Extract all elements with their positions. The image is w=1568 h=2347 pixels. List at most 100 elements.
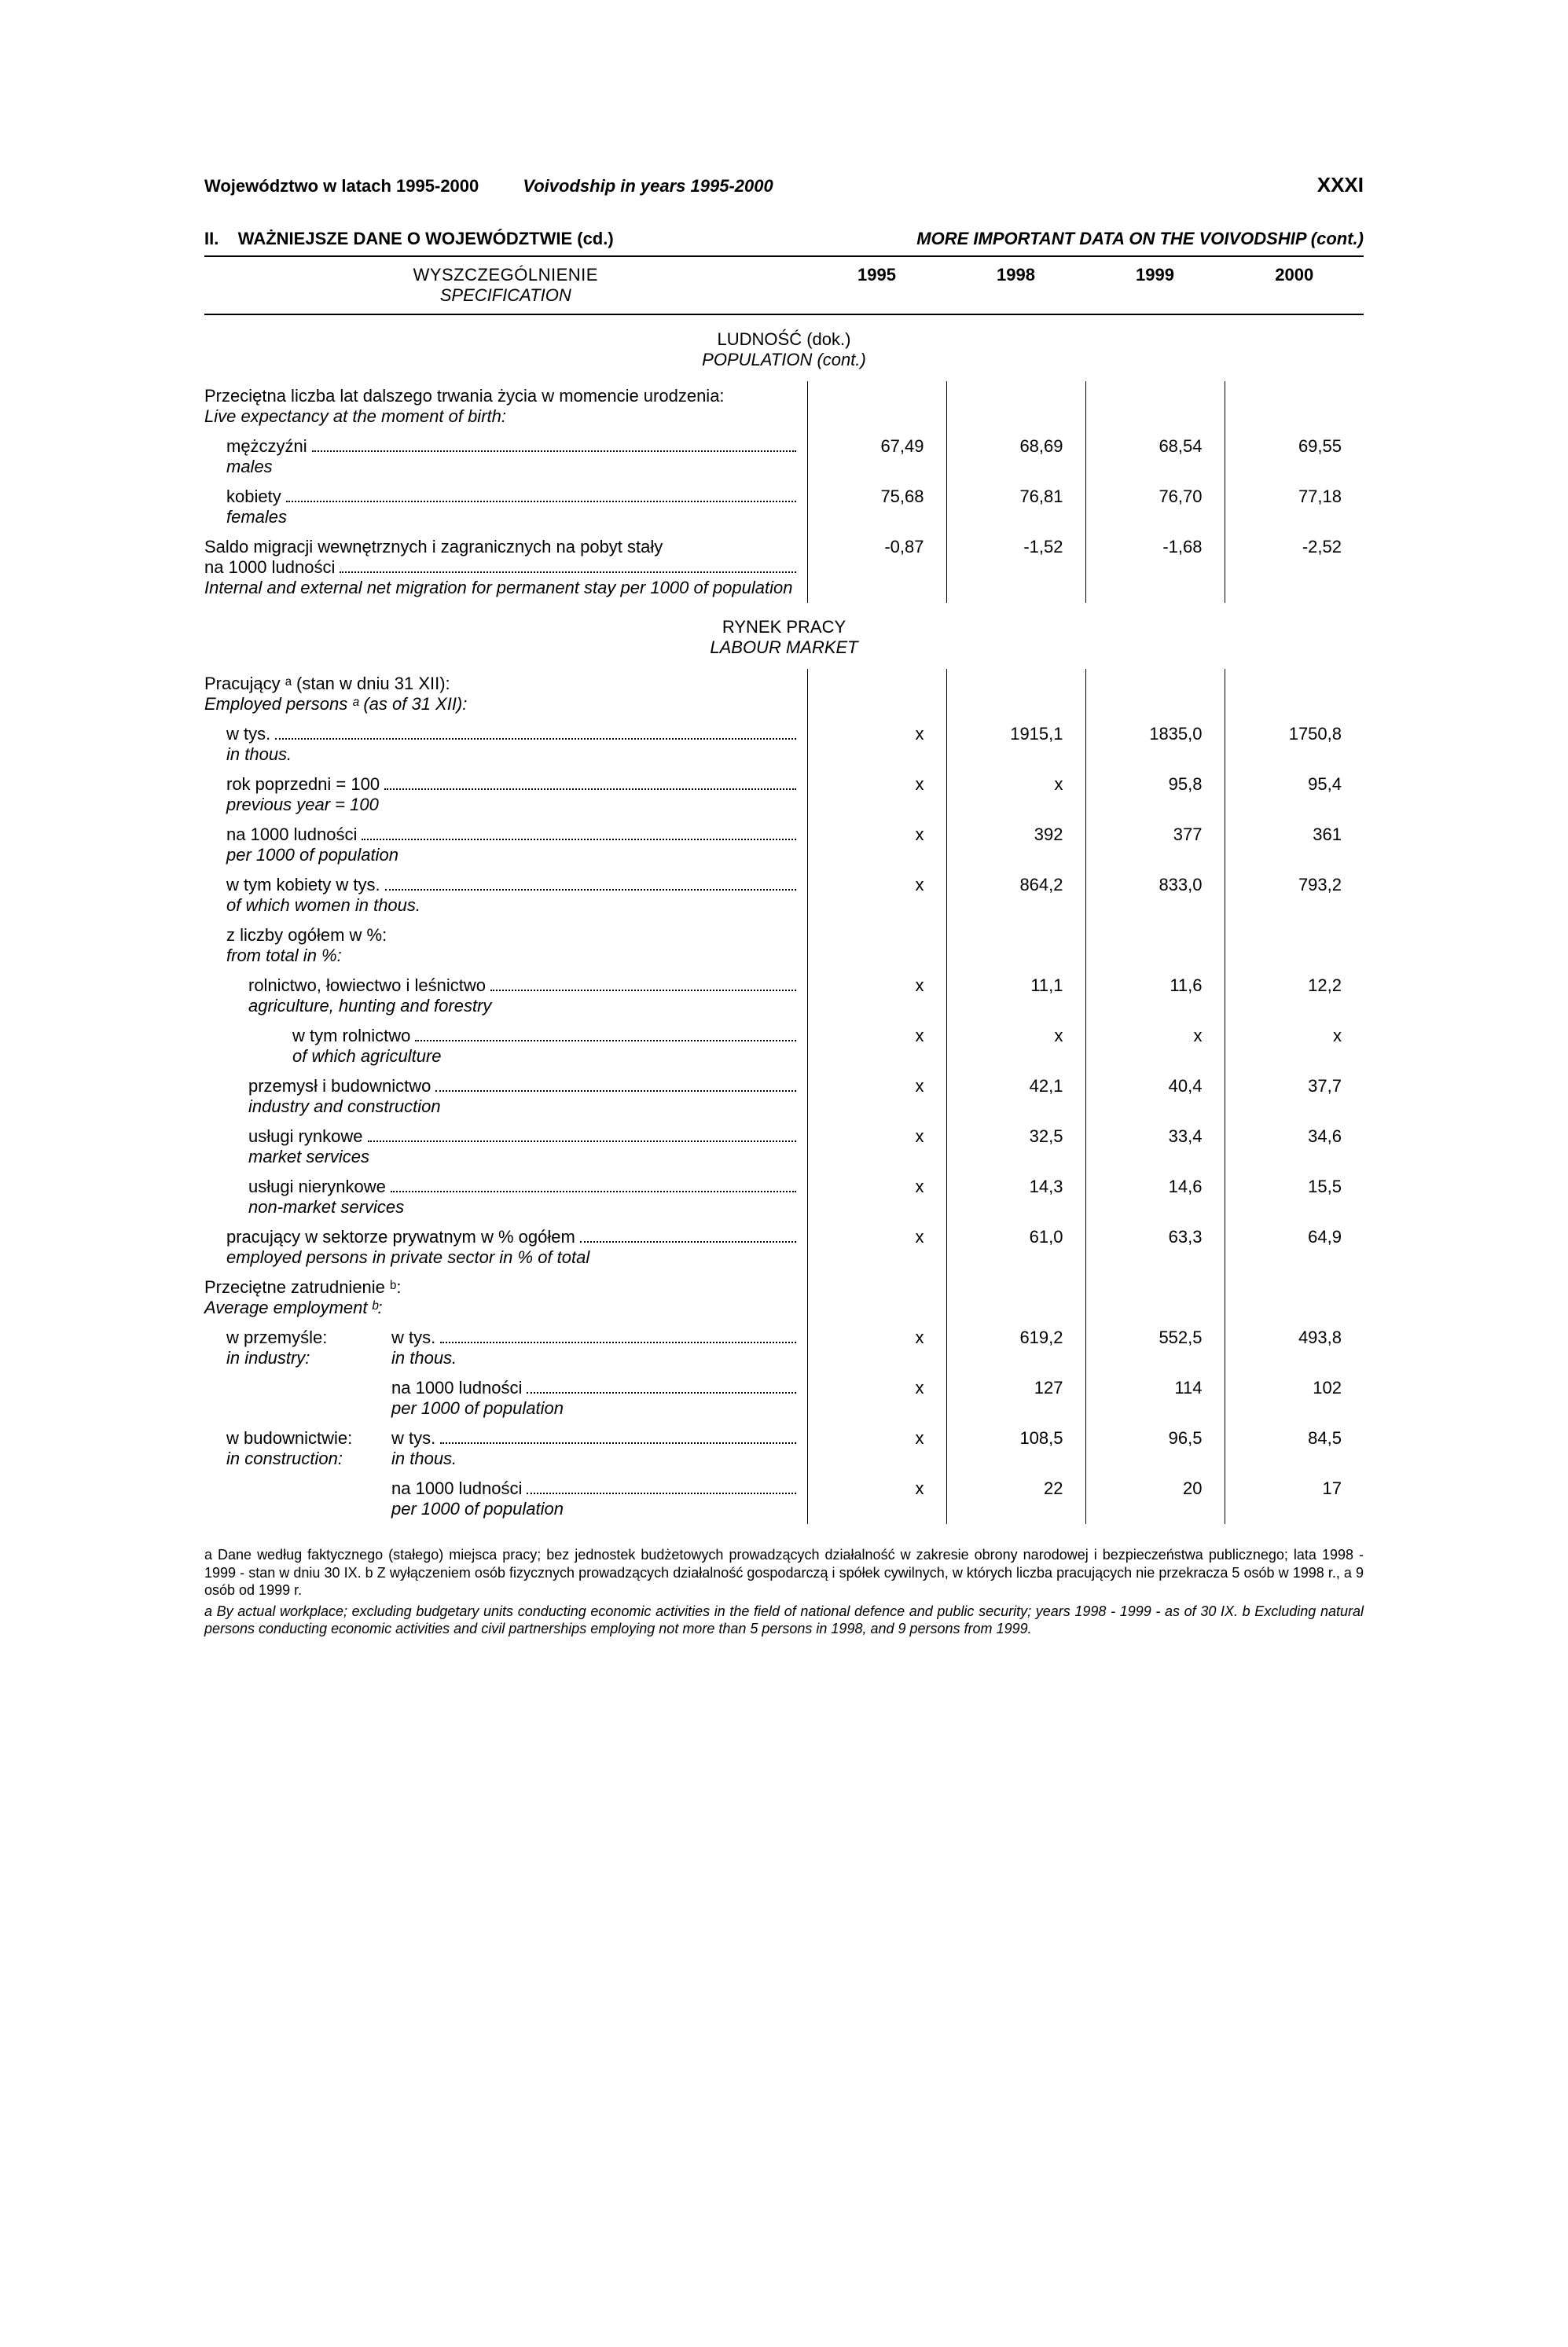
ind-thous-pl-b: w tys. — [391, 1328, 435, 1348]
of-agri-en: of which agriculture — [292, 1046, 799, 1067]
row-migration: Saldo migracji wewnętrznych i zagraniczn… — [204, 532, 1364, 603]
ind-per1000-v2: 114 — [1085, 1373, 1225, 1423]
private-v2: 63,3 — [1085, 1222, 1225, 1273]
of-agri-pl: w tym rolnictwo — [292, 1026, 410, 1046]
con-thous-en-a: in construction: — [226, 1449, 343, 1468]
females-v3: 77,18 — [1225, 482, 1364, 532]
market-srv-v3: 34,6 — [1225, 1122, 1364, 1172]
agri-pl: rolnictwo, łowiectwo i leśnictwo — [248, 975, 486, 996]
employed-hdr-en: Employed persons ᵃ (as of 31 XII): — [204, 694, 799, 714]
agri-v3: 12,2 — [1225, 971, 1364, 1021]
ind-thous-en-a: in industry: — [226, 1348, 310, 1368]
row-agri: rolnictwo, łowiectwo i leśnictwo agricul… — [204, 971, 1364, 1021]
women-v0: x — [807, 870, 946, 920]
row-women: w tym kobiety w tys. of which women in t… — [204, 870, 1364, 920]
nonmarket-srv-pl: usługi nierynkowe — [248, 1177, 386, 1197]
males-v3: 69,55 — [1225, 432, 1364, 482]
females-v1: 76,81 — [946, 482, 1085, 532]
row-per1000: na 1000 ludności per 1000 of population … — [204, 820, 1364, 870]
row-females: kobiety females 75,68 76,81 76,70 77,18 — [204, 482, 1364, 532]
agri-v0: x — [807, 971, 946, 1021]
section-labour: RYNEK PRACY LABOUR MARKET — [204, 603, 1364, 669]
prev-year-pl: rok poprzedni = 100 — [226, 774, 380, 795]
females-v0: 75,68 — [807, 482, 946, 532]
ind-thous-pl-a: w przemyśle: — [226, 1328, 327, 1347]
nonmarket-srv-v0: x — [807, 1172, 946, 1222]
agri-en: agriculture, hunting and forestry — [248, 996, 799, 1016]
males-en: males — [226, 457, 799, 477]
section-header: II. WAŻNIEJSZE DANE O WOJEWÓDZTWIE (cd.)… — [204, 229, 1364, 249]
in-thous-v0: x — [807, 719, 946, 769]
section-title-pl: WAŻNIEJSZE DANE O WOJEWÓDZTWIE (cd.) — [238, 229, 614, 248]
avg-emp-pl: Przeciętne zatrudnienie ᵇ: — [204, 1277, 799, 1298]
women-v1: 864,2 — [946, 870, 1085, 920]
footnote-en: a By actual workplace; excluding budgeta… — [204, 1603, 1364, 1638]
table-head-row: WYSZCZEGÓLNIENIE SPECIFICATION 1995 1998… — [204, 256, 1364, 314]
spec-en: SPECIFICATION — [204, 285, 807, 306]
of-agri-v0: x — [807, 1021, 946, 1071]
con-per1000-en: per 1000 of population — [391, 1499, 564, 1519]
market-srv-v2: 33,4 — [1085, 1122, 1225, 1172]
prev-year-v2: 95,8 — [1085, 769, 1225, 820]
con-thous-v2: 96,5 — [1085, 1423, 1225, 1474]
of-agri-v2: x — [1085, 1021, 1225, 1071]
per1000-v0: x — [807, 820, 946, 870]
women-v2: 833,0 — [1085, 870, 1225, 920]
migration-v1: -1,52 — [946, 532, 1085, 603]
ind-thous-v1: 619,2 — [946, 1323, 1085, 1373]
ind-thous-v0: x — [807, 1323, 946, 1373]
col-year-0: 1995 — [807, 256, 946, 314]
industry-en: industry and construction — [248, 1096, 799, 1117]
males-v0: 67,49 — [807, 432, 946, 482]
from-total-pl: z liczby ogółem w %: — [226, 925, 799, 946]
industry-v3: 37,7 — [1225, 1071, 1364, 1122]
ind-per1000-v1: 127 — [946, 1373, 1085, 1423]
section-population: LUDNOŚĆ (dok.) POPULATION (cont.) — [204, 314, 1364, 381]
page-number: XXXI — [1317, 173, 1364, 197]
females-pl: kobiety — [226, 487, 281, 507]
of-agri-v3: x — [1225, 1021, 1364, 1071]
nonmarket-srv-v1: 14,3 — [946, 1172, 1085, 1222]
header-left-italic: Voivodship in years 1995-2000 — [523, 176, 773, 196]
women-en: of which women in thous. — [226, 895, 799, 916]
private-v1: 61,0 — [946, 1222, 1085, 1273]
females-en: females — [226, 507, 799, 527]
industry-v2: 40,4 — [1085, 1071, 1225, 1122]
nonmarket-srv-v2: 14,6 — [1085, 1172, 1225, 1222]
employed-hdr-pl: Pracujący ᵃ (stan w dniu 31 XII): — [204, 674, 799, 694]
row-private-sector: pracujący w sektorze prywatnym w % ogółe… — [204, 1222, 1364, 1273]
row-from-total-header: z liczby ogółem w %: from total in %: — [204, 920, 1364, 971]
section-title-en: MORE IMPORTANT DATA ON THE VOIVODSHIP (c… — [916, 229, 1364, 249]
con-thous-v1: 108,5 — [946, 1423, 1085, 1474]
males-pl: mężczyźni — [226, 436, 307, 457]
private-pl: pracujący w sektorze prywatnym w % ogółe… — [226, 1227, 575, 1247]
row-in-thous: w tys. in thous. x 1915,1 1835,0 1750,8 — [204, 719, 1364, 769]
market-srv-en: market services — [248, 1147, 799, 1167]
footnote-pl: a Dane według faktycznego (stałego) miej… — [204, 1546, 1364, 1600]
in-thous-v2: 1835,0 — [1085, 719, 1225, 769]
migration-v2: -1,68 — [1085, 532, 1225, 603]
row-construction-per1000: na 1000 ludności per 1000 of population … — [204, 1474, 1364, 1524]
private-v3: 64,9 — [1225, 1222, 1364, 1273]
col-specification: WYSZCZEGÓLNIENIE SPECIFICATION — [204, 256, 807, 314]
con-thous-v0: x — [807, 1423, 946, 1474]
col-year-2: 1999 — [1085, 256, 1225, 314]
per1000-pl: na 1000 ludności — [226, 825, 357, 845]
in-thous-v1: 1915,1 — [946, 719, 1085, 769]
life-exp-en: Live expectancy at the moment of birth: — [204, 406, 799, 427]
con-per1000-v2: 20 — [1085, 1474, 1225, 1524]
market-srv-v1: 32,5 — [946, 1122, 1085, 1172]
of-agri-v1: x — [946, 1021, 1085, 1071]
per1000-v1: 392 — [946, 820, 1085, 870]
ind-thous-v3: 493,8 — [1225, 1323, 1364, 1373]
row-nonmarket-services: usługi nierynkowe non-market services x … — [204, 1172, 1364, 1222]
ind-thous-v2: 552,5 — [1085, 1323, 1225, 1373]
row-males: mężczyźni males 67,49 68,69 68,54 69,55 — [204, 432, 1364, 482]
per1000-v3: 361 — [1225, 820, 1364, 870]
con-per1000-v0: x — [807, 1474, 946, 1524]
industry-v1: 42,1 — [946, 1071, 1085, 1122]
males-v2: 68,54 — [1085, 432, 1225, 482]
spec-pl: WYSZCZEGÓLNIENIE — [204, 265, 807, 285]
migration-v3: -2,52 — [1225, 532, 1364, 603]
con-per1000-pl: na 1000 ludności — [391, 1478, 522, 1499]
